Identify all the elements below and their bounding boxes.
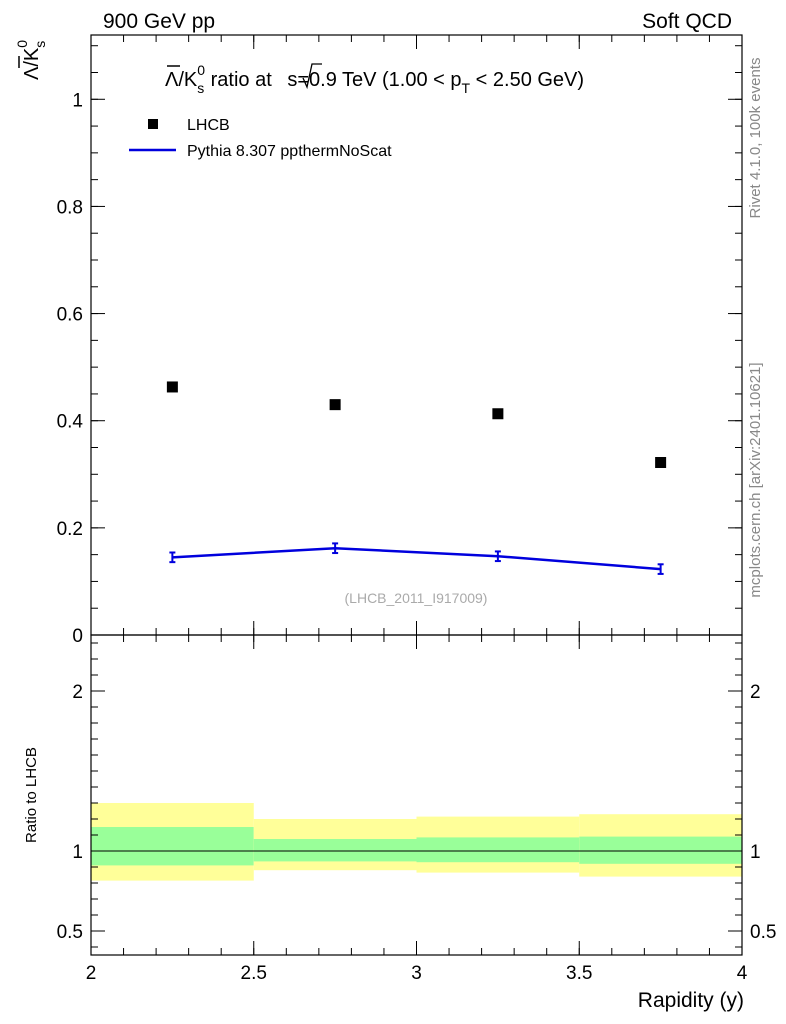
- ratio-x-tick-label: 2.5: [241, 963, 267, 984]
- title-suffix: < 2.50 GeV): [470, 69, 584, 91]
- ylabel-sub: s: [32, 41, 48, 48]
- title-sup: 0: [197, 62, 205, 78]
- legend-mc-label: Pythia 8.307 ppthermNoScat: [187, 143, 392, 160]
- ratio-y-tick-label-right: 2: [750, 682, 761, 703]
- data-point: [166, 381, 178, 393]
- title-sqrts: s=0.9 TeV (1.00 < p: [287, 69, 461, 91]
- ratio-bands: [91, 803, 742, 881]
- ratio-inner-band: [416, 837, 580, 863]
- ratio-y-tick-label-left: 1: [72, 842, 83, 863]
- title-sub: s: [197, 80, 204, 96]
- data-point: [329, 399, 341, 411]
- svg-text:Λ/Ks0: Λ/Ks0: [14, 40, 48, 80]
- title-pt-sub: T: [462, 80, 471, 96]
- data-point: [655, 457, 667, 468]
- title-prefix: /K: [178, 69, 198, 91]
- main-data-marks: [166, 381, 667, 575]
- ratio-inner-band: [91, 827, 254, 866]
- ylabel-rest: /K: [21, 47, 43, 67]
- main-ylabel: Λ/Ks0: [14, 40, 48, 80]
- title-mid: ratio at: [205, 69, 277, 91]
- main-y-tick-label: 0.4: [57, 412, 84, 433]
- ratio-inner-band: [579, 836, 742, 864]
- ratio-x-tick-label: 2: [86, 963, 97, 984]
- rivet-label: Rivet 4.1.0, 100k events: [747, 58, 764, 219]
- ratio-x-tick-label: 3.5: [566, 963, 592, 984]
- header-left: 900 GeV pp: [103, 10, 215, 33]
- ratio-frame: [90, 634, 743, 956]
- title-lambda: Λ: [165, 69, 179, 91]
- main-y-tick-label: 0.2: [57, 519, 83, 540]
- mcplots-label: mcplots.cern.ch [arXiv:2401.10621]: [747, 362, 764, 597]
- ylabel-lambda: Λ: [21, 66, 43, 80]
- legend-data-label: LHCB: [187, 117, 230, 134]
- ratio-xlabel: Rapidity (y): [638, 989, 744, 1012]
- ratio-ylabel: Ratio to LHCB: [23, 747, 40, 843]
- header-right: Soft QCD: [642, 10, 732, 33]
- main-y-tick-label: 0.8: [57, 197, 83, 218]
- sqrt-symbol: [302, 63, 322, 90]
- ratio-y-tick-label-right: 0.5: [750, 922, 776, 943]
- ratio-y-tick-label-left: 2: [72, 682, 83, 703]
- legend: LHCB Pythia 8.307 ppthermNoScat: [129, 117, 392, 160]
- main-y-tick-label: 0: [72, 626, 83, 647]
- data-point: [492, 408, 504, 420]
- ylabel-sup: 0: [14, 40, 30, 48]
- svg-text:Λ/Ks0 ratio at s=0.9 TeV (1.00: Λ/Ks 0 ratio at s=0.9 TeV (1.00 < pT < 2.…: [165, 62, 584, 96]
- ratio-inner-band: [253, 839, 417, 862]
- main-axis-ticks: 0 0.2 0.4 0.6 0.8 1: [57, 35, 743, 647]
- main-y-tick-label: 0.6: [57, 305, 83, 326]
- plot-title: Λ/Ks 0 ratio at s=0.9 TeV (1.00 < pT < 2.…: [165, 62, 584, 96]
- analysis-watermark: (LHCB_2011_I917009): [345, 590, 488, 606]
- ratio-y-tick-label-right: 1: [750, 842, 761, 863]
- ratio-x-tick-label: 3: [411, 963, 422, 984]
- ratio-x-tick-label: 4: [737, 963, 748, 984]
- ratio-y-tick-label-left: 0.5: [57, 922, 83, 943]
- mc-series-line: [172, 546, 661, 571]
- legend-data-marker: [148, 119, 158, 129]
- main-y-tick-label: 1: [72, 90, 83, 111]
